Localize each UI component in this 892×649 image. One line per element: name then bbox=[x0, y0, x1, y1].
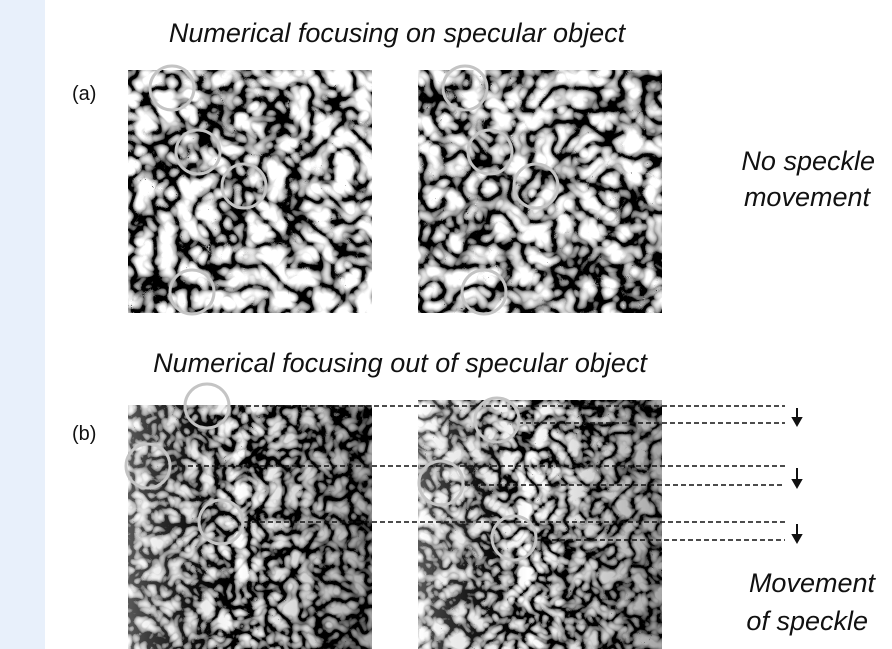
note: of speckle bbox=[746, 606, 868, 636]
panel-label: (a) bbox=[72, 83, 96, 105]
side-strip bbox=[0, 0, 45, 649]
panel-title: Numerical focusing out of specular objec… bbox=[153, 348, 648, 378]
figure: Numerical focusing on specular object (a… bbox=[0, 0, 892, 649]
shade bbox=[418, 400, 662, 649]
shade bbox=[128, 405, 372, 649]
arrows bbox=[793, 408, 801, 542]
note: Movement bbox=[749, 568, 877, 598]
note: No speckle bbox=[741, 146, 875, 176]
panel-title: Numerical focusing on specular object bbox=[169, 18, 627, 48]
speckle-image bbox=[128, 70, 372, 313]
note: movement bbox=[744, 182, 872, 212]
panel-label: (b) bbox=[72, 423, 96, 445]
